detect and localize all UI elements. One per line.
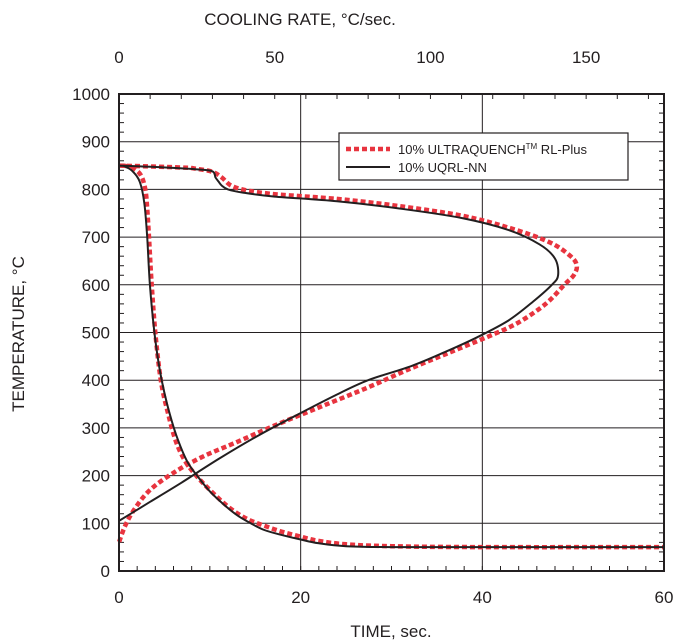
legend: 10% ULTRAQUENCHTM RL-Plus 10% UQRL-NN xyxy=(338,132,629,181)
y-tick-label-300: 300 xyxy=(82,419,110,438)
y-tick-label-200: 200 xyxy=(82,467,110,486)
y-tick-label-1000: 1000 xyxy=(72,85,110,104)
legend-box xyxy=(338,132,629,181)
legend-label-ultraquench-suffix: RL-Plus xyxy=(537,142,587,157)
plot-frame xyxy=(118,93,665,572)
y-tick-label-100: 100 xyxy=(82,514,110,533)
x-tick-label-40: 40 xyxy=(473,588,492,607)
uqrl-nn-cooling-rate-curve xyxy=(118,164,560,522)
y-tick-label-400: 400 xyxy=(82,371,110,390)
y-tick-label-700: 700 xyxy=(82,228,110,247)
curves xyxy=(116,163,665,550)
ultraquench-cooling-rate-curve xyxy=(116,163,580,544)
x-tick-label-20: 20 xyxy=(291,588,310,607)
trademark-sup: TM xyxy=(526,142,538,151)
legend-label-ultraquench: 10% ULTRAQUENCHTM RL-Plus xyxy=(398,142,588,157)
y-tick-label-0: 0 xyxy=(101,562,110,581)
legend-label-uqrl-nn: 10% UQRL-NN xyxy=(398,160,487,175)
uqrl-nn-time-curve xyxy=(123,164,664,549)
legend-label-ultraquench-name: 10% ULTRAQUENCH xyxy=(398,142,526,157)
y-tick-label-500: 500 xyxy=(82,324,110,343)
y-tick-label-800: 800 xyxy=(82,180,110,199)
x-tick-label-60: 60 xyxy=(655,588,674,607)
x-tick-label-0: 0 xyxy=(114,588,123,607)
x2-tick-label-100: 100 xyxy=(416,48,444,67)
x2-tick-label-50: 50 xyxy=(265,48,284,67)
x2-tick-label-0: 0 xyxy=(114,48,123,67)
y-tick-label-900: 900 xyxy=(82,133,110,152)
ultraquench-time-curve xyxy=(123,163,665,550)
x2-tick-label-150: 150 xyxy=(572,48,600,67)
y-tick-label-600: 600 xyxy=(82,276,110,295)
bottom-axis-title: TIME, sec. xyxy=(350,622,431,641)
y-axis-title: TEMPERATURE, °C xyxy=(9,256,28,412)
top-axis-title: COOLING RATE, °C/sec. xyxy=(204,10,396,29)
